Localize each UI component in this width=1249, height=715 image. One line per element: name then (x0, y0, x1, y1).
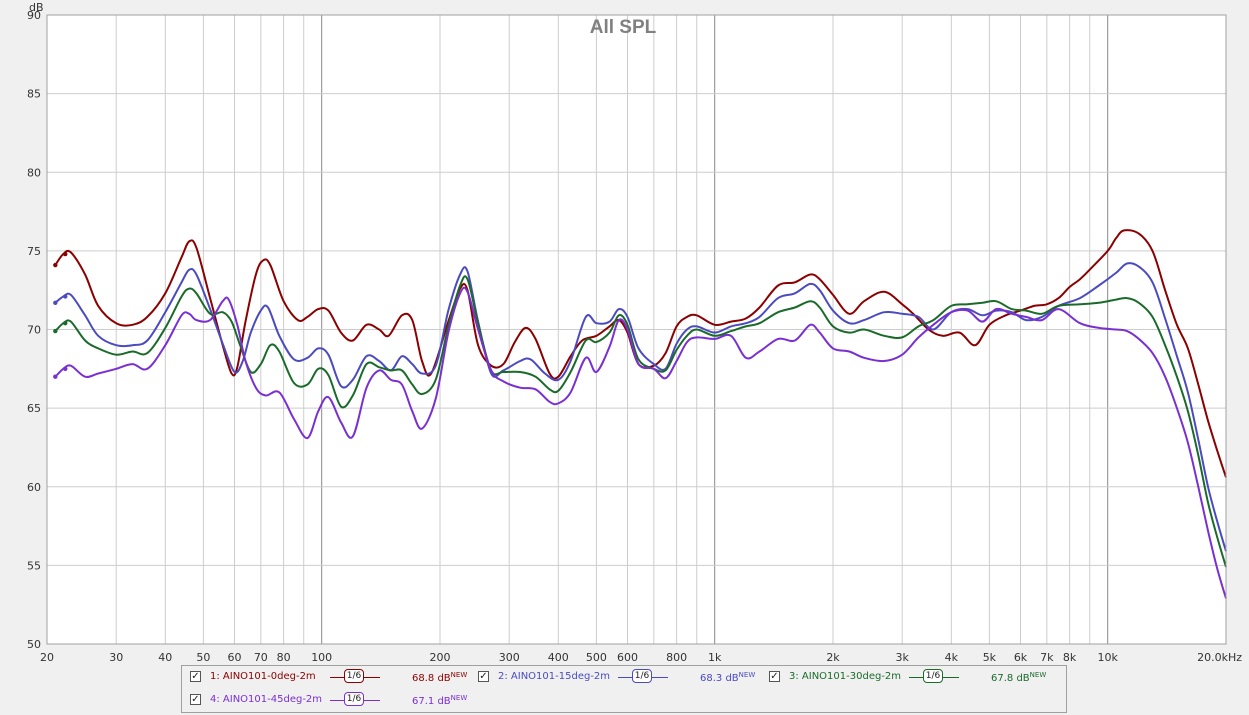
x-tick-label: 300 (499, 651, 520, 664)
x-tick-label: 2k (826, 651, 840, 664)
smoothing-label-4: 1/6 (344, 692, 364, 706)
x-tick-label: 70 (254, 651, 268, 664)
y-tick-label: 50 (27, 638, 41, 651)
x-tick-label: 100 (311, 651, 332, 664)
x-tick-label: 200 (430, 651, 451, 664)
series-start-marker-1 (63, 251, 68, 257)
legend-level-2: 68.3 dBNEW (700, 671, 756, 684)
x-tick-label: 8k (1063, 651, 1077, 664)
x-tick-label: 50 (196, 651, 210, 664)
legend-checkbox-3[interactable]: ✓ (769, 671, 780, 682)
series-line-1[interactable] (54, 229, 1227, 478)
smoothing-button-3[interactable]: 1/6 (909, 669, 959, 685)
legend-level-1: 68.8 dBNEW (412, 671, 468, 684)
x-tick-label: 7k (1040, 651, 1054, 664)
legend-checkbox-4[interactable]: ✓ (190, 694, 201, 705)
axis-ticks: 50 55 60 65 70 75 80 85 90 20 30 40 50 60 70 80 100 200 30… (27, 9, 1242, 664)
y-tick-label: 90 (27, 9, 41, 22)
smoothing-label-3: 1/6 (923, 669, 943, 683)
series-start-marker-2 (53, 300, 58, 305)
x-tick-label: 600 (617, 651, 638, 664)
x-tick-label: 40 (158, 651, 172, 664)
x-tick-label: 1k (708, 651, 722, 664)
legend-label-2: 2: AINO101-15deg-2m (498, 671, 611, 682)
x-tick-label: 30 (109, 651, 123, 664)
x-tick-label: 20 (40, 651, 54, 664)
y-tick-label: 65 (27, 402, 41, 415)
series-start-marker-3 (63, 321, 68, 326)
y-tick-label: 70 (27, 324, 41, 337)
y-tick-label: 80 (27, 166, 41, 179)
x-tick-label: 5k (983, 651, 997, 664)
x-tick-label: 20.0kHz (1197, 651, 1242, 664)
y-axis-unit: dB (29, 1, 44, 14)
legend-label-3: 3: AINO101-30deg-2m (789, 671, 902, 682)
y-tick-label: 55 (27, 559, 41, 572)
legend-level-3: 67.8 dBNEW (991, 671, 1047, 684)
grid (46, 14, 1227, 645)
series-start-marker-4 (63, 366, 68, 372)
x-tick-label: 10k (1098, 651, 1119, 664)
y-tick-label: 60 (27, 481, 41, 494)
legend: ✓ 1: AINO101-0deg-2m 1/6 68.8 dBNEW ✓ 2:… (181, 665, 1067, 713)
x-tick-label: 80 (277, 651, 291, 664)
series-line-3[interactable] (54, 275, 1227, 568)
legend-level-4: 67.1 dBNEW (412, 694, 468, 707)
legend-label-4: 4: AINO101-45deg-2m (210, 694, 323, 705)
series-start-marker-4 (53, 374, 58, 379)
x-tick-label: 4k (945, 651, 959, 664)
plot-border (46, 14, 1227, 645)
series-start-marker-2 (63, 294, 68, 299)
y-tick-label: 85 (27, 88, 41, 101)
smoothing-label-1: 1/6 (344, 669, 364, 683)
smoothing-label-2: 1/6 (632, 669, 652, 683)
x-tick-label: 800 (666, 651, 687, 664)
y-tick-label: 75 (27, 245, 41, 258)
x-tick-label: 6k (1014, 651, 1028, 664)
series-line-2[interactable] (54, 262, 1227, 552)
series-layer (53, 229, 1227, 599)
series-start-marker-3 (53, 328, 58, 334)
x-tick-label: 400 (548, 651, 569, 664)
legend-label-1: 1: AINO101-0deg-2m (210, 671, 316, 682)
x-tick-label: 60 (228, 651, 242, 664)
x-tick-label: 3k (896, 651, 910, 664)
legend-checkbox-1[interactable]: ✓ (190, 671, 201, 682)
series-line-4[interactable] (54, 286, 1227, 599)
legend-checkbox-2[interactable]: ✓ (478, 671, 489, 682)
smoothing-button-4[interactable]: 1/6 (330, 692, 380, 708)
series-start-marker-1 (53, 262, 58, 268)
x-tick-label: 500 (586, 651, 607, 664)
smoothing-button-2[interactable]: 1/6 (618, 669, 668, 685)
spl-chart[interactable]: 50 55 60 65 70 75 80 85 90 20 30 40 50 60 70 80 100 200 30… (0, 0, 1249, 665)
smoothing-button-1[interactable]: 1/6 (330, 669, 380, 685)
chart-title: All SPL (590, 17, 657, 38)
